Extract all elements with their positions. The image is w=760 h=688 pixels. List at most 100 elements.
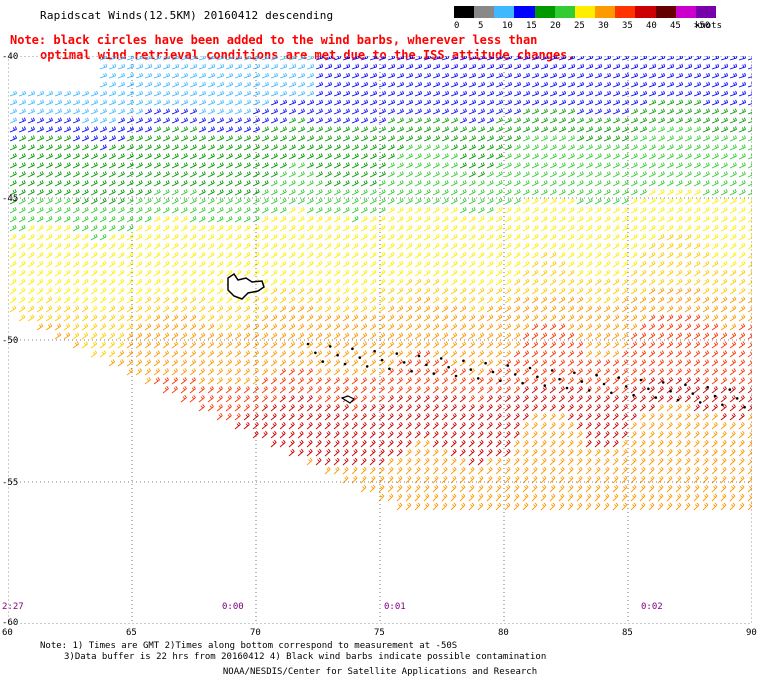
wind-barb	[441, 278, 449, 286]
wind-barb	[594, 404, 601, 412]
wind-barb	[306, 341, 314, 349]
wind-barb	[180, 108, 188, 115]
wind-barb	[432, 332, 440, 340]
wind-barb	[81, 171, 89, 178]
wind-barb	[306, 162, 314, 169]
wind-barb	[144, 359, 152, 367]
wind-barb	[243, 198, 251, 205]
wind-barb	[495, 126, 503, 133]
wind-barb	[405, 484, 412, 493]
wind-barb	[72, 189, 80, 196]
contamination-dot	[573, 371, 576, 375]
wind-barb	[315, 251, 323, 259]
wind-barb	[747, 377, 752, 385]
wind-barb	[414, 162, 422, 169]
wind-barb	[198, 341, 206, 349]
wind-barb	[369, 260, 377, 268]
wind-barb	[306, 278, 314, 286]
wind-barb	[270, 233, 278, 241]
wind-barb	[63, 135, 71, 142]
wind-barb	[36, 269, 44, 277]
wind-barb	[477, 189, 485, 196]
wind-barb	[576, 359, 584, 367]
wind-barb	[90, 207, 98, 214]
wind-barb	[495, 251, 503, 259]
wind-barb	[657, 484, 664, 493]
wind-barb	[747, 243, 752, 250]
wind-barb	[459, 404, 466, 412]
wind-barb	[279, 359, 287, 367]
wind-barb	[720, 198, 728, 205]
wind-barb	[468, 108, 476, 115]
wind-barb	[441, 198, 449, 205]
wind-barb	[477, 269, 485, 277]
wind-barb	[738, 377, 745, 385]
wind-barb	[333, 162, 341, 169]
wind-barb	[612, 413, 619, 421]
wind-barb	[549, 502, 556, 511]
wind-barb	[360, 278, 368, 286]
wind-barb	[126, 108, 134, 115]
wind-barb	[324, 126, 332, 133]
wind-barb	[657, 323, 665, 331]
wind-barb	[27, 153, 35, 160]
wind-barb	[261, 162, 269, 169]
wind-barb	[414, 404, 421, 412]
wind-barb	[549, 359, 557, 367]
wind-barb	[531, 359, 539, 367]
wind-barb	[315, 81, 324, 88]
wind-barb	[576, 189, 584, 196]
wind-barb	[720, 502, 727, 511]
wind-barb	[711, 421, 718, 430]
wind-barb	[468, 287, 476, 295]
wind-barb	[405, 189, 413, 196]
wind-barb	[126, 368, 133, 376]
wind-barb	[351, 430, 358, 439]
wind-barb	[117, 207, 125, 214]
wind-barb	[369, 404, 376, 412]
wind-barb	[90, 323, 98, 331]
wind-barb	[72, 180, 80, 187]
wind-barb	[252, 224, 260, 232]
wind-barb	[657, 233, 665, 241]
wind-barb	[279, 126, 287, 133]
wind-barb	[324, 251, 332, 259]
wind-barb	[261, 251, 269, 259]
wind-barb	[621, 251, 629, 259]
wind-barb	[621, 502, 628, 511]
wind-barb	[549, 126, 557, 133]
wind-barb	[99, 314, 107, 322]
wind-barb	[207, 251, 215, 259]
wind-barb	[522, 224, 530, 232]
wind-barb	[666, 296, 674, 304]
wind-barb	[567, 215, 575, 223]
wind-barb	[216, 99, 225, 106]
wind-barb	[360, 260, 368, 268]
wind-barb	[153, 56, 162, 61]
wind-barb	[549, 251, 557, 259]
wind-barb	[477, 395, 484, 403]
wind-barb	[648, 233, 656, 241]
wind-barb	[441, 323, 449, 331]
wind-barb	[459, 90, 468, 97]
wind-barb	[531, 90, 540, 97]
wind-barb	[675, 457, 682, 466]
wind-barb	[333, 341, 341, 349]
wind-barb	[288, 56, 297, 61]
wind-barb	[540, 368, 547, 376]
wind-barb	[720, 395, 727, 403]
wind-barb	[63, 242, 71, 250]
wind-barb	[342, 368, 349, 376]
wind-barb	[684, 368, 691, 376]
wind-barb	[711, 413, 718, 421]
wind-barb	[261, 421, 268, 430]
wind-barb	[306, 305, 314, 313]
wind-barb	[621, 323, 629, 331]
wind-barb	[261, 99, 270, 106]
wind-barb	[459, 368, 466, 376]
wind-barb	[459, 269, 467, 277]
wind-barb	[666, 126, 674, 133]
wind-barb	[45, 180, 53, 187]
wind-barb	[702, 305, 710, 313]
wind-barb	[315, 117, 323, 124]
